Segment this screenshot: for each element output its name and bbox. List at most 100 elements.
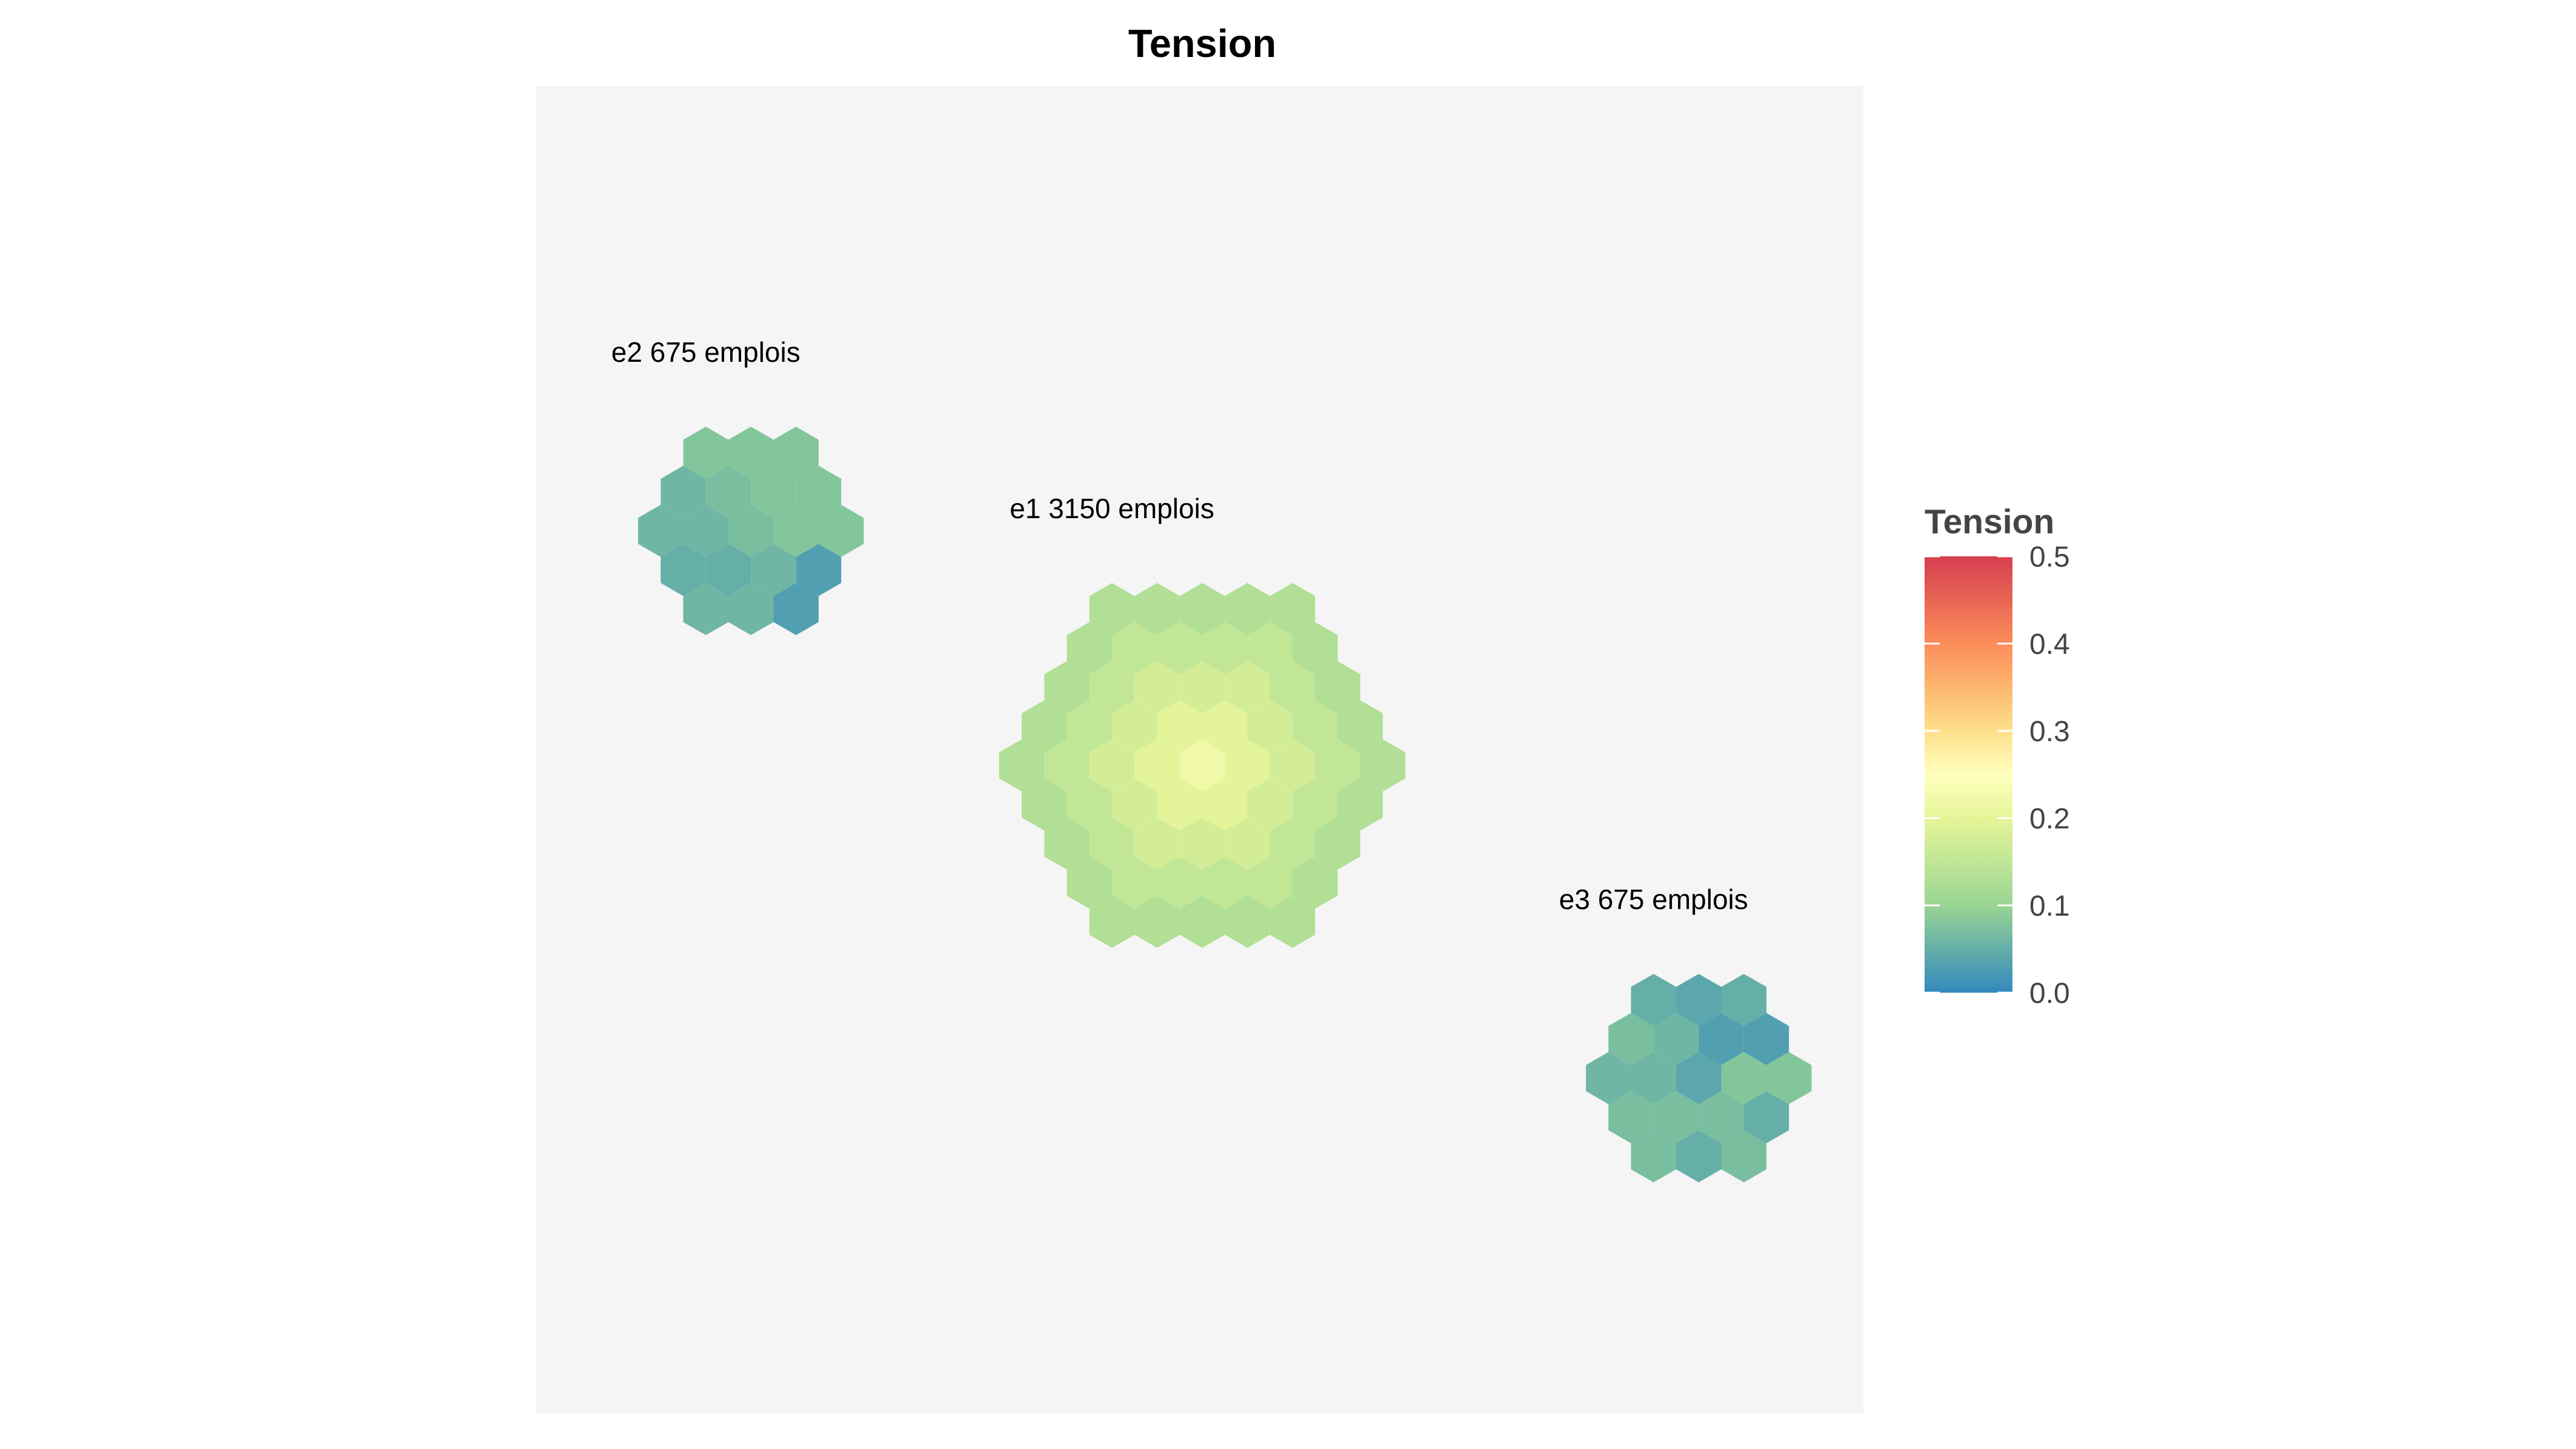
hex-cell-e1 [1202,778,1248,831]
hex-cell-e1 [1179,896,1225,948]
hex-cell-e3 [1766,1052,1812,1104]
hex-cell-e1 [1202,856,1248,909]
hex-cell-e1 [1134,583,1180,635]
hex-cell-e1 [1112,700,1157,753]
hex-cell-e1 [1157,778,1202,831]
hex-cell-e1 [1225,818,1270,870]
hex-cell-e1 [1134,661,1180,713]
legend-tick-label: 0.2 [2029,803,2070,835]
hex-cell-e2 [751,465,796,518]
hex-cell-e1 [1293,778,1338,831]
hex-cell-e1 [1225,896,1270,948]
hex-cell-e1 [1112,856,1157,909]
hex-cell-e2 [751,544,796,596]
hex-cell-e2 [796,544,842,596]
hex-cell-e3 [1631,974,1676,1026]
hex-cell-e2 [773,427,819,479]
hex-cell-e1 [1315,818,1360,870]
hex-cell-e1 [1134,739,1180,791]
hex-cell-e1 [1089,818,1135,870]
hex-cell-e3 [1631,1052,1676,1104]
hex-cell-e1 [1315,661,1360,713]
hex-cell-e2 [728,583,774,635]
hex-cell-e1 [1067,856,1112,909]
hex-cell-e1 [1270,739,1316,791]
hex-cell-e2 [728,427,774,479]
hex-cell-e1 [1270,583,1316,635]
hex-cell-e3 [1699,1013,1744,1065]
hex-cell-e1 [1247,856,1293,909]
hex-cell-e1 [1293,622,1338,675]
hex-cell-e3 [1586,1052,1631,1104]
hex-cell-e1 [1293,700,1338,753]
hex-cell-e1 [1270,661,1316,713]
hex-cell-e1 [1067,778,1112,831]
hex-cell-e3 [1699,1091,1744,1144]
hex-cell-e1 [1179,661,1225,713]
cluster-label-e3: e3 675 emplois [1559,884,1748,915]
hex-cell-e2 [728,505,774,557]
hex-cell-e1 [1067,700,1112,753]
hex-cell-e1 [1225,583,1270,635]
hex-cell-e3 [1608,1013,1654,1065]
hex-cell-e3 [1653,1091,1699,1144]
hex-cell-e2 [683,583,728,635]
hex-cell-e1 [1157,700,1202,753]
hex-cell-e3 [1653,1013,1699,1065]
hex-cell-e2 [683,427,728,479]
hex-cell-e2 [705,544,751,596]
hex-cell-e3 [1676,1052,1722,1104]
hex-cell-e1 [1157,622,1202,675]
legend-colorbar [1925,556,2012,993]
hex-cell-e1 [1179,583,1225,635]
hex-cell-e1 [1270,896,1316,948]
hex-cell-e2 [796,465,842,518]
legend-title: Tension [1925,502,2054,541]
hex-cell-e1 [1202,700,1248,753]
hex-cell-e3 [1676,1130,1722,1182]
hex-cell-e1 [1202,622,1248,675]
hex-cell-e1 [1179,818,1225,870]
hex-cell-e1 [1225,739,1270,791]
cluster-labels: e1 3150 emplois e2 675 emplois e3 675 empl… [611,336,1748,915]
hex-cell-e3 [1721,1130,1766,1182]
hex-cell-e1 [999,739,1045,791]
hex-cell-e2 [773,583,819,635]
hex-cell-e2 [638,505,684,557]
hex-cell-e3 [1743,1091,1789,1144]
legend-tick-label: 0.1 [2029,890,2070,922]
hex-cell-e1 [1270,818,1316,870]
hex-cell-e1 [1089,583,1135,635]
hex-cell-e1 [1089,896,1135,948]
hex-cell-e1 [1337,778,1383,831]
cluster-label-e2: e2 675 emplois [611,336,800,368]
hex-cell-e1 [1022,700,1067,753]
hex-cell-e2 [683,505,728,557]
legend-ticks: 0.5 0.4 0.3 0.2 0.1 0.0 [1925,541,2070,1010]
hex-cell-e1 [1225,661,1270,713]
hex-cell-e1 [1293,856,1338,909]
hex-cell-e2 [818,505,864,557]
hex-cell-e3 [1721,1052,1766,1104]
legend-tick-label: 0.3 [2029,716,2070,748]
hex-cell-e1 [1089,739,1135,791]
hex-cell-e1 [1112,778,1157,831]
hex-cell-e1 [1067,622,1112,675]
hex-cell-e1 [1044,818,1090,870]
hex-cell-e3 [1721,974,1766,1026]
hex-cell-e1 [1247,778,1293,831]
hex-cell-e1 [1179,739,1225,791]
hex-cell-e1 [1157,856,1202,909]
hex-cell-e1 [1022,778,1067,831]
hex-cell-e1 [1044,661,1090,713]
hex-cell-e1 [1134,896,1180,948]
hex-cell-e2 [705,465,751,518]
hex-cell-e2 [773,505,819,557]
hex-cell-e1 [1112,622,1157,675]
legend-tick-label: 0.5 [2029,541,2070,573]
hex-layer [638,427,1812,1182]
legend-tick-label: 0.0 [2029,978,2070,1010]
hex-cell-e1 [1134,818,1180,870]
hex-cell-e1 [1360,739,1406,791]
